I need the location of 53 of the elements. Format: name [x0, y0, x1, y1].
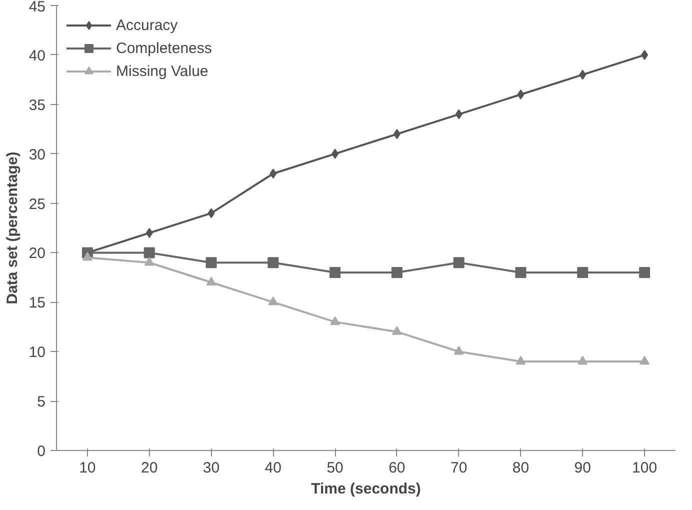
- y-tick-label: 35: [28, 96, 46, 114]
- point: [393, 129, 400, 140]
- point: [639, 267, 650, 278]
- point: [208, 208, 215, 218]
- point: [453, 257, 464, 268]
- point: [516, 356, 526, 365]
- point: [577, 267, 588, 278]
- x-tick-label: 90: [574, 460, 591, 476]
- point: [578, 356, 588, 365]
- legend-label: Accuracy: [116, 16, 178, 34]
- x-tick-label: 100: [632, 460, 658, 476]
- point: [144, 256, 154, 266]
- y-tick-label: 0: [37, 443, 46, 460]
- y-tick-label: 15: [28, 294, 46, 312]
- point: [454, 346, 464, 355]
- x-tick-label: 40: [264, 460, 282, 476]
- point: [332, 148, 339, 159]
- x-tick-label: 50: [326, 460, 344, 476]
- legend-label: Missing Value: [116, 62, 208, 80]
- x-tick-label: 60: [388, 460, 406, 476]
- x-tick-label: 20: [141, 460, 158, 476]
- y-tick-label: 45: [28, 0, 46, 16]
- legend-label: Completeness: [116, 40, 212, 56]
- y-tick-label: 5: [37, 394, 46, 411]
- point: [392, 326, 402, 335]
- y-axis-title: Data set (percentage): [4, 152, 21, 304]
- point: [206, 257, 217, 268]
- y-tick-label: 20: [28, 245, 46, 262]
- point: [270, 168, 277, 179]
- point: [391, 267, 402, 278]
- y-tick-label: 10: [28, 344, 46, 362]
- y-tick-label: 30: [28, 146, 46, 164]
- x-tick-label: 10: [79, 460, 96, 476]
- x-tick-label: 80: [512, 460, 530, 476]
- x-axis-title: Time (seconds): [311, 480, 421, 498]
- y-tick-label: 40: [28, 47, 46, 64]
- point: [517, 90, 524, 100]
- point: [640, 356, 650, 365]
- point: [455, 109, 462, 120]
- point: [579, 70, 586, 80]
- point: [330, 316, 340, 326]
- point: [82, 252, 92, 261]
- point: [330, 267, 341, 278]
- x-tick-label: 70: [450, 460, 468, 476]
- point: [515, 267, 526, 278]
- point: [146, 228, 153, 238]
- point: [641, 50, 648, 60]
- point: [268, 296, 278, 306]
- point: [268, 257, 279, 268]
- point: [206, 276, 216, 286]
- y-tick-label: 25: [28, 196, 46, 213]
- x-tick-label: 30: [202, 460, 220, 476]
- point: [144, 247, 155, 258]
